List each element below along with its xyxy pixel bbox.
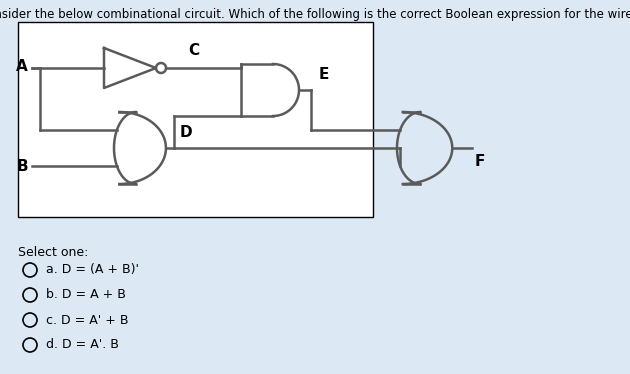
Text: E: E <box>319 67 329 82</box>
Text: Consider the below combinational circuit. Which of the following is the correct : Consider the below combinational circuit… <box>0 8 630 21</box>
Text: c. D = A' + B: c. D = A' + B <box>46 313 129 327</box>
Bar <box>18 22 373 217</box>
Text: A: A <box>16 58 28 74</box>
Text: D: D <box>180 125 193 140</box>
Text: F: F <box>474 154 484 169</box>
Text: a. D = (A + B)': a. D = (A + B)' <box>46 264 139 276</box>
Text: d. D = A'. B: d. D = A'. B <box>46 338 119 352</box>
Text: b. D = A + B: b. D = A + B <box>46 288 126 301</box>
Text: Select one:: Select one: <box>18 246 88 259</box>
Text: C: C <box>188 43 199 58</box>
Text: B: B <box>16 159 28 174</box>
